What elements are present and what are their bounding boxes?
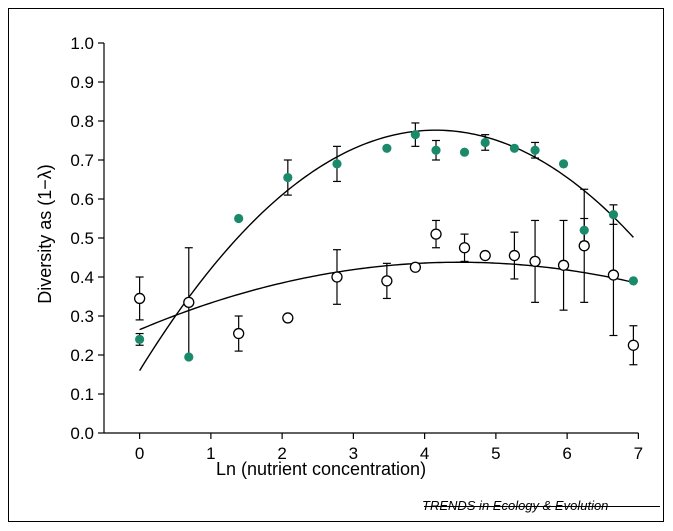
filled-point — [509, 143, 519, 153]
open-point — [430, 228, 442, 240]
y-tick-label: 0.7 — [70, 151, 94, 170]
y-tick-label: 0.8 — [70, 112, 94, 131]
filled-point — [332, 159, 342, 169]
x-tick-label: 5 — [491, 444, 500, 463]
x-tick-label: 6 — [562, 444, 571, 463]
error-bars — [135, 122, 638, 366]
open-point — [479, 249, 491, 262]
diversity-chart: 0.0 0.1 0.2 0.3 0.4 0.5 0.6 0.7 0.8 0.9 1.0 0 1 2 3 4 5 6… — [35, 34, 643, 479]
open-point — [508, 249, 521, 262]
x-tick-label: 7 — [634, 444, 643, 463]
x-tick-label: 3 — [349, 444, 358, 463]
source-credit: TRENDS in Ecology & Evolution — [422, 498, 609, 513]
x-tick-label: 1 — [206, 444, 215, 463]
fit-curve-1 — [139, 129, 634, 371]
filled-point — [579, 225, 589, 235]
tick-labels: 0.0 0.1 0.2 0.3 0.4 0.5 0.6 0.7 0.8 0.9 1.0 0 1 2 3 4 5 6… — [70, 34, 643, 463]
open-point — [282, 312, 294, 324]
filled-point — [382, 143, 392, 153]
open-point — [529, 255, 541, 268]
filled-point — [184, 352, 194, 362]
y-axis-label: Diversity as (1−λ) — [35, 164, 55, 304]
open-point — [183, 296, 195, 309]
filled-point — [628, 276, 638, 286]
filled-point — [558, 159, 569, 169]
open-point — [233, 327, 245, 340]
data-points — [133, 130, 640, 362]
y-tick-label: 0.2 — [70, 346, 94, 365]
open-point — [557, 259, 570, 271]
y-tick-label: 0.4 — [70, 268, 94, 287]
filled-point — [135, 334, 145, 344]
filled-point — [459, 147, 470, 157]
open-point — [331, 271, 343, 283]
axes — [98, 42, 639, 439]
x-axis-label: Ln (nutrient concentration) — [216, 459, 426, 479]
y-tick-label: 0.5 — [70, 229, 94, 248]
y-tick-label: 0.6 — [70, 190, 94, 209]
filled-point — [431, 145, 441, 155]
y-tick-label: 1.0 — [70, 34, 94, 53]
x-tick-label: 0 — [135, 444, 144, 463]
open-point — [409, 261, 422, 273]
filled-point — [530, 145, 540, 155]
filled-point — [283, 172, 293, 183]
x-tick-label: 2 — [277, 444, 286, 463]
open-point — [458, 242, 471, 254]
filled-point — [608, 210, 619, 220]
x-tick-label: 4 — [420, 444, 429, 463]
y-tick-label: 0.9 — [70, 73, 94, 92]
open-point — [607, 269, 620, 281]
y-tick-label: 0.3 — [70, 307, 94, 326]
figure-frame: 0.0 0.1 0.2 0.3 0.4 0.5 0.6 0.7 0.8 0.9 1.0 0 1 2 3 4 5 6… — [8, 8, 664, 522]
open-point — [381, 275, 393, 287]
y-tick-label: 0.1 — [70, 385, 94, 404]
filled-point — [480, 137, 490, 148]
footer-rule — [424, 506, 660, 507]
open-point — [627, 339, 640, 351]
open-point — [133, 292, 146, 305]
filled-point — [410, 130, 420, 140]
fit-curves — [139, 129, 634, 371]
filled-point — [234, 213, 244, 224]
open-point — [578, 240, 590, 252]
y-tick-label: 0.0 — [70, 424, 94, 443]
